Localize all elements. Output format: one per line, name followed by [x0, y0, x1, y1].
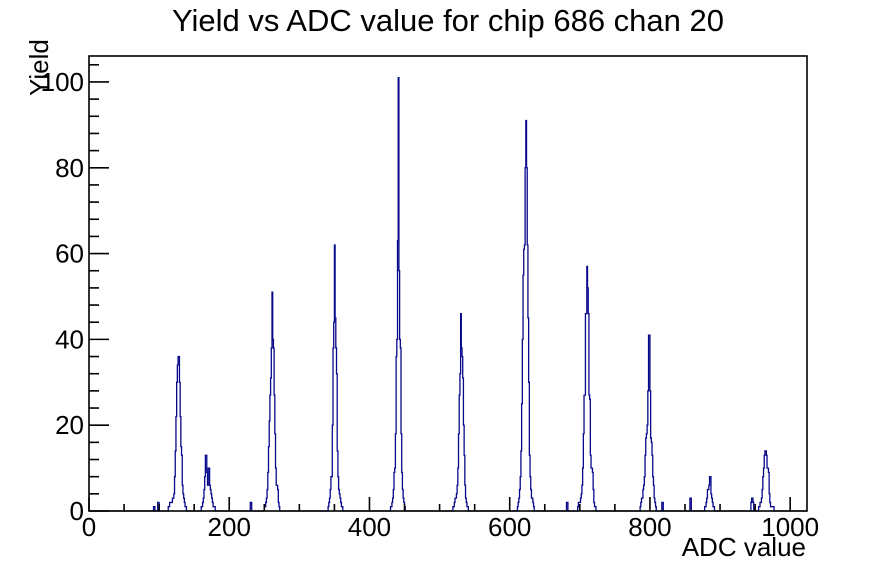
x-tick-label: 1000 — [761, 512, 819, 542]
y-axis-title: Yield — [24, 39, 54, 96]
histogram-line — [89, 77, 807, 512]
y-tick-label: 100 — [41, 67, 84, 97]
x-axis-title: ADC value — [682, 532, 806, 562]
axis-ticks — [88, 63, 791, 512]
y-tick-label: 80 — [55, 153, 84, 183]
axis-tick-labels: 0 200 400 600 800 1000 0 20 40 60 80 100 — [41, 67, 819, 542]
x-tick-label: 0 — [82, 512, 96, 542]
y-tick-label: 0 — [70, 496, 84, 526]
x-tick-label: 600 — [488, 512, 531, 542]
x-tick-label: 200 — [208, 512, 251, 542]
x-tick-label: 800 — [628, 512, 671, 542]
histogram-series — [89, 77, 807, 512]
plot-frame — [88, 55, 808, 512]
y-tick-label: 60 — [55, 239, 84, 269]
x-tick-label: 400 — [348, 512, 391, 542]
y-tick-label: 20 — [55, 410, 84, 440]
chart-title: Yield vs ADC value for chip 686 chan 20 — [172, 3, 724, 38]
y-tick-label: 40 — [55, 324, 84, 354]
